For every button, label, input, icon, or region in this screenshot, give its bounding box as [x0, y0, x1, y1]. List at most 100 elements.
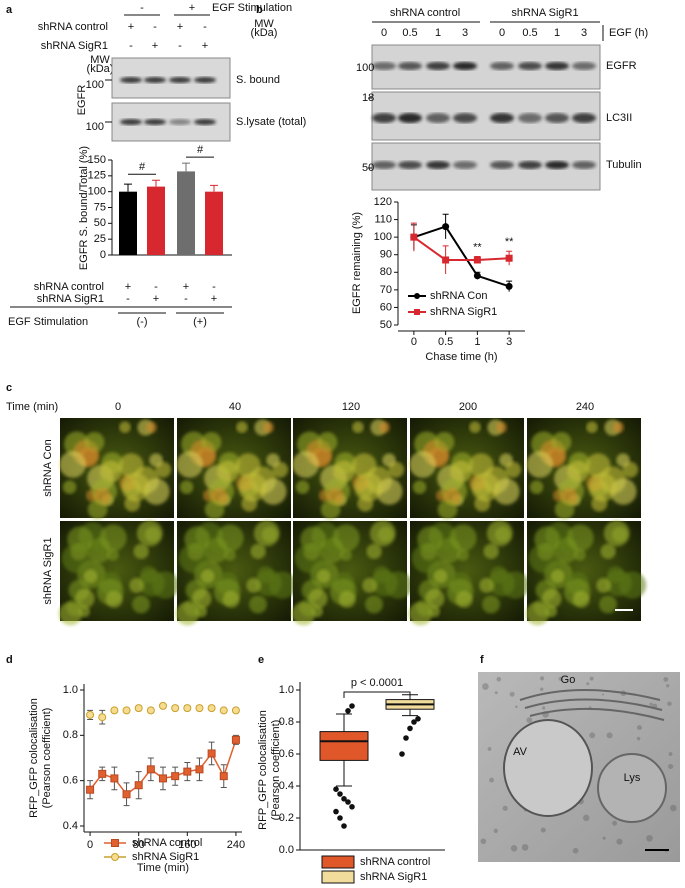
y-axis-label: (Pearson coefficient)	[270, 720, 282, 821]
marker	[110, 774, 119, 783]
cell	[338, 590, 356, 608]
cell	[332, 524, 360, 552]
autophagic-vacuole	[503, 719, 593, 817]
cell	[573, 548, 586, 561]
cell	[412, 480, 427, 494]
cell	[362, 577, 378, 593]
condition-mark: -	[126, 293, 130, 305]
y-tick-label: 0.8	[279, 716, 294, 728]
cell	[425, 588, 445, 609]
cell	[566, 524, 594, 552]
time-axis-label: Time (min)	[6, 401, 58, 413]
cell	[339, 548, 352, 561]
marker	[86, 785, 95, 794]
cell	[62, 480, 77, 494]
band	[169, 119, 191, 125]
cell	[411, 543, 442, 574]
band	[518, 113, 542, 123]
cell	[320, 499, 341, 520]
annotation: p < 0.0001	[351, 677, 403, 689]
cell	[603, 520, 630, 547]
micrograph	[175, 520, 297, 626]
band	[194, 77, 216, 83]
mw-value: 100	[86, 79, 104, 91]
cell	[600, 543, 616, 559]
cell	[249, 595, 267, 614]
marker	[442, 223, 450, 231]
cell	[118, 453, 144, 479]
flier	[333, 786, 339, 792]
marker	[146, 765, 155, 774]
cell	[529, 480, 544, 494]
band	[490, 161, 514, 169]
cell	[223, 548, 236, 561]
flier	[349, 703, 355, 709]
x-tick-label: 80	[133, 839, 145, 851]
y-tick-label: 1.0	[63, 684, 78, 696]
em-texture	[493, 828, 498, 834]
cell	[291, 601, 316, 626]
cell	[455, 590, 473, 608]
band	[572, 113, 596, 123]
y-tick-label: 125	[88, 170, 106, 182]
error-bar	[210, 184, 218, 192]
marker	[219, 772, 228, 781]
cell	[551, 432, 572, 453]
x-axis-label: Time (min)	[137, 862, 189, 874]
cell	[268, 571, 297, 599]
cell	[204, 499, 225, 520]
condition-mark: +	[152, 40, 158, 52]
marker	[473, 272, 481, 280]
x-tick-label: 1	[474, 336, 480, 348]
y-tick-label: 1.0	[279, 684, 294, 696]
cell	[528, 543, 559, 574]
em-texture	[636, 725, 642, 731]
cell	[151, 571, 180, 599]
marker	[134, 781, 143, 790]
cell	[75, 588, 95, 609]
cell	[84, 432, 105, 453]
x-tick-label: 0	[87, 839, 93, 851]
flier	[415, 716, 421, 722]
cell	[201, 432, 222, 453]
band	[453, 113, 477, 123]
group-title: EGF Stimulation	[8, 316, 88, 328]
panel-label: d	[6, 654, 13, 666]
em-texture	[526, 717, 533, 724]
y-tick-label: 0.8	[63, 729, 78, 741]
marker	[207, 749, 216, 758]
condition-mark: +	[211, 293, 217, 305]
band	[120, 119, 142, 125]
y-tick-label: 70	[380, 284, 392, 296]
em-texture	[612, 820, 618, 826]
band	[572, 62, 596, 70]
condition-mark: +	[202, 40, 208, 52]
cell	[486, 520, 513, 547]
cell	[179, 480, 194, 494]
em-texture	[480, 838, 487, 845]
em-texture	[542, 706, 546, 710]
em-texture	[487, 746, 492, 751]
flier	[345, 799, 351, 805]
cell	[59, 451, 87, 478]
legend-label: shRNA control	[360, 856, 430, 868]
marker	[171, 772, 180, 781]
em-texture	[616, 838, 623, 845]
x-tick-label: 240	[227, 839, 245, 851]
whisker-high	[336, 713, 352, 732]
cell	[238, 472, 267, 502]
micrograph	[176, 418, 291, 520]
condition-mark: -	[154, 281, 158, 293]
marker	[195, 704, 204, 713]
row-label: shRNA Con	[42, 439, 54, 496]
marker	[134, 704, 143, 713]
legend-marker	[414, 309, 420, 315]
header: shRNA control	[390, 7, 460, 19]
cell	[378, 421, 391, 433]
y-tick-label: 0.6	[279, 748, 294, 760]
cell	[119, 421, 131, 433]
error-bar	[124, 183, 132, 192]
group-label: (+)	[193, 316, 207, 328]
em-texture	[667, 701, 672, 707]
panel-label: e	[258, 654, 264, 666]
